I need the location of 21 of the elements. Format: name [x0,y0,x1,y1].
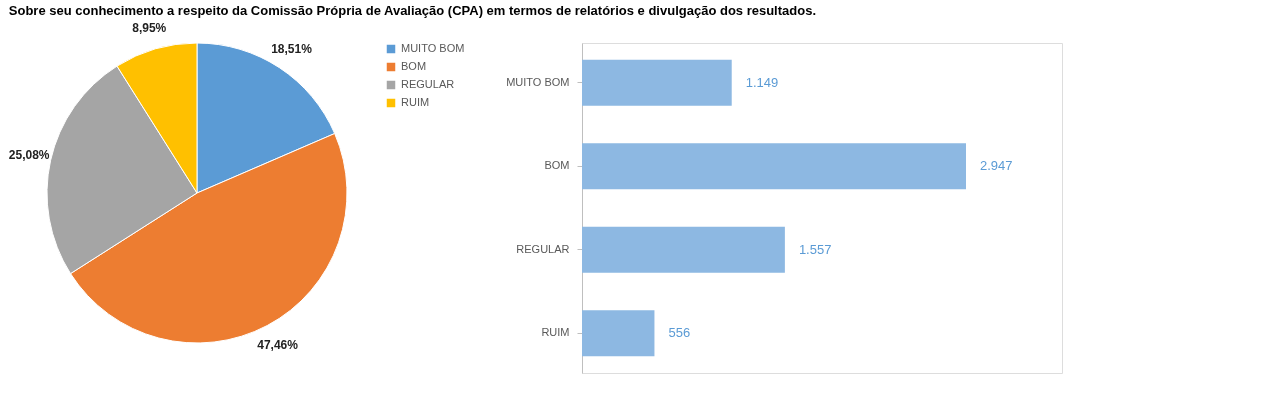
bar [582,143,966,190]
chart-title: Sobre seu conhecimento a respeito da Comissão Própria de Avaliação (CPA) em termos de relatórios e divulgação dos resultados. [8,2,817,18]
data-label: 47,46% [257,337,299,352]
legend-label: MUITO BOM [401,42,465,54]
y-tick-label: RUIM [541,326,570,339]
y-tick-label: BOM [544,159,570,172]
bar [582,310,655,357]
bar [582,59,732,106]
data-label: 556 [668,325,691,341]
data-label: 18,51% [271,42,313,57]
legend-label: REGULAR [401,78,455,90]
bar [582,226,785,273]
y-tick-label: MUITO BOM [506,75,570,88]
data-label: 1.149 [745,74,779,90]
data-label: 1.557 [798,241,832,257]
data-label: 25,08% [8,148,50,163]
data-label: 8,95% [132,20,167,35]
legend-label: BOM [401,60,427,72]
legend-label: RUIM [401,96,430,108]
data-label: 2.947 [980,158,1013,174]
y-tick-label: REGULAR [516,242,570,255]
